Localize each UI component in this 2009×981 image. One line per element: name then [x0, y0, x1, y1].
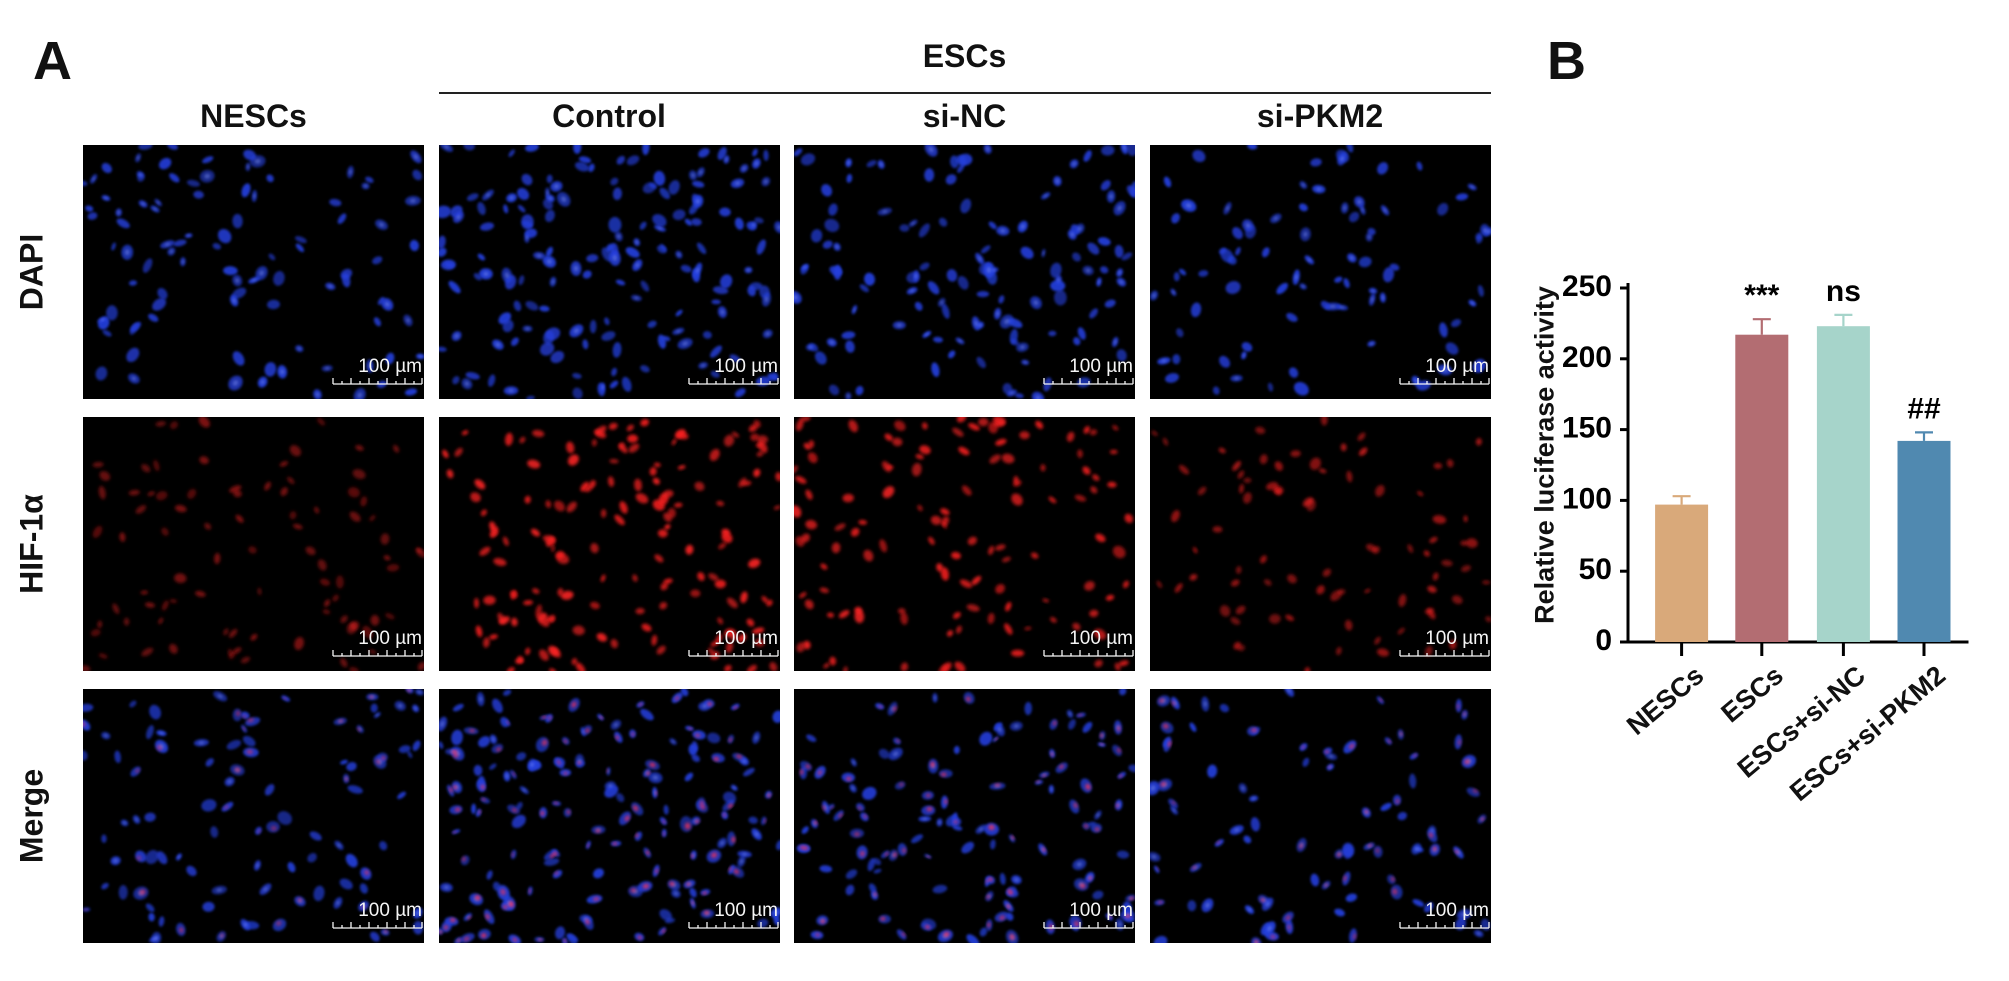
svg-text:250: 250 — [1562, 270, 1612, 303]
svg-text:150: 150 — [1562, 412, 1612, 445]
svg-text:100: 100 — [1562, 482, 1612, 515]
svg-text:***: *** — [1744, 279, 1779, 312]
svg-text:ns: ns — [1826, 275, 1861, 308]
svg-text:100 µm: 100 µm — [358, 356, 422, 377]
svg-text:200: 200 — [1562, 341, 1612, 374]
svg-text:100 µm: 100 µm — [1425, 356, 1489, 377]
svg-text:100 µm: 100 µm — [358, 900, 422, 921]
svg-text:100 µm: 100 µm — [1425, 628, 1489, 649]
svg-text:##: ## — [1907, 392, 1941, 425]
svg-text:100 µm: 100 µm — [714, 628, 778, 649]
svg-text:100 µm: 100 µm — [358, 628, 422, 649]
svg-text:100 µm: 100 µm — [714, 900, 778, 921]
svg-text:100 µm: 100 µm — [1425, 900, 1489, 921]
svg-text:100 µm: 100 µm — [1069, 356, 1133, 377]
svg-text:0: 0 — [1595, 624, 1612, 657]
svg-text:100 µm: 100 µm — [714, 356, 778, 377]
svg-text:100 µm: 100 µm — [1069, 900, 1133, 921]
svg-text:100 µm: 100 µm — [1069, 628, 1133, 649]
svg-text:50: 50 — [1579, 553, 1612, 586]
